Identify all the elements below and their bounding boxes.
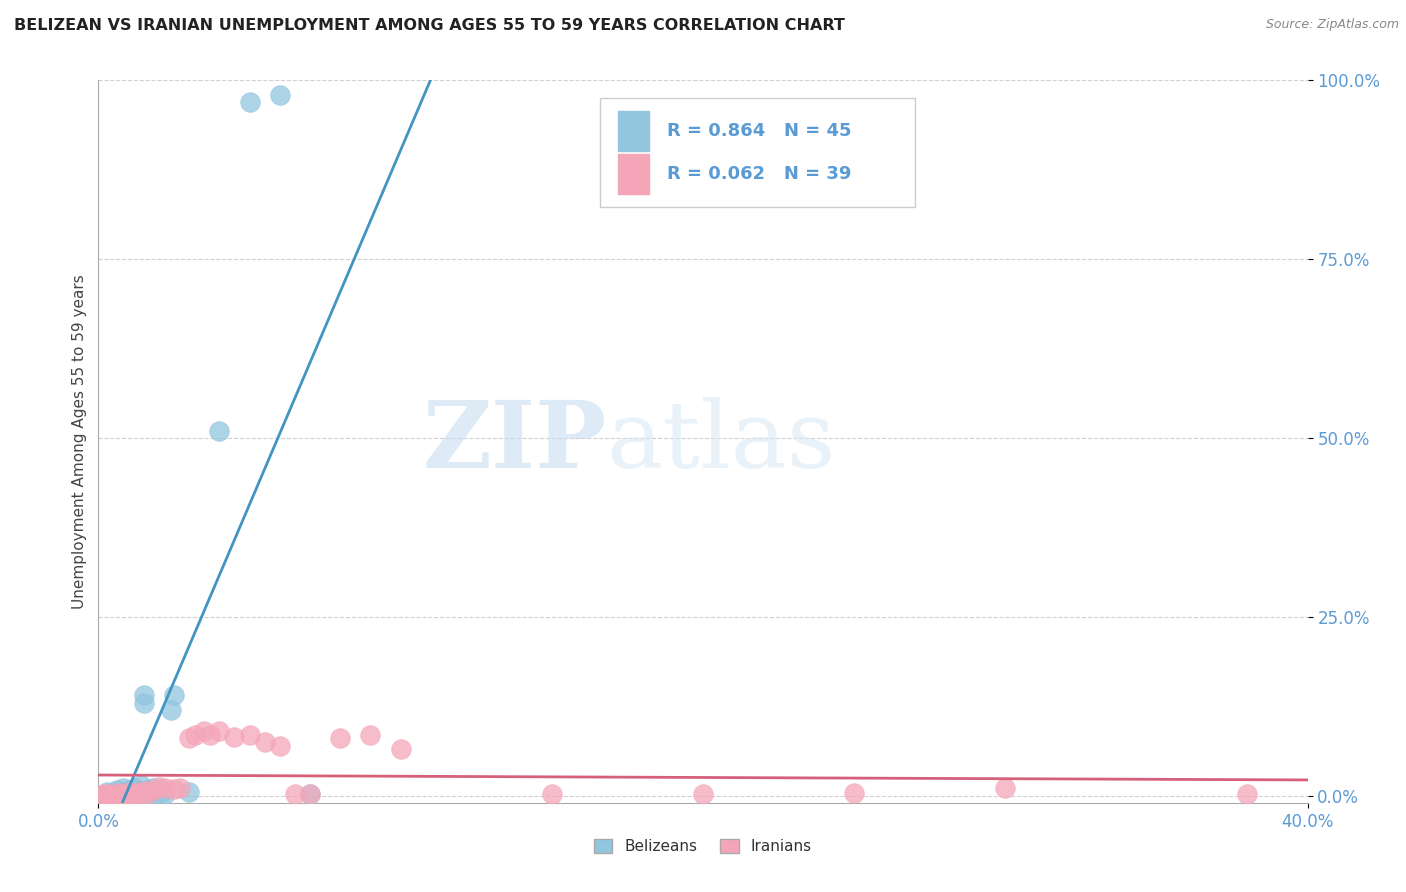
Point — [103, 789, 125, 803]
Point — [108, 787, 131, 801]
Point — [96, 789, 118, 803]
Point — [129, 785, 152, 799]
Point — [329, 731, 352, 746]
Point — [111, 781, 134, 796]
Point — [1236, 787, 1258, 801]
Point — [135, 785, 157, 799]
Point — [118, 783, 141, 797]
Point — [269, 87, 291, 102]
FancyBboxPatch shape — [600, 98, 915, 207]
Point — [540, 787, 562, 801]
Point — [118, 789, 141, 803]
Point — [121, 783, 143, 797]
Point — [239, 728, 262, 742]
Point — [224, 730, 246, 744]
Point — [179, 731, 201, 746]
Point — [105, 786, 128, 800]
Point — [93, 787, 115, 801]
Text: R = 0.062   N = 39: R = 0.062 N = 39 — [666, 165, 851, 183]
Point — [994, 781, 1017, 796]
Point — [179, 785, 201, 799]
Point — [114, 789, 136, 803]
Point — [121, 787, 143, 801]
Point — [129, 778, 152, 792]
Text: Source: ZipAtlas.com: Source: ZipAtlas.com — [1265, 18, 1399, 31]
Point — [135, 783, 157, 797]
Point — [142, 785, 165, 799]
Point — [111, 787, 134, 801]
Point — [299, 787, 322, 801]
Point — [269, 739, 291, 753]
Point — [142, 781, 165, 796]
Point — [139, 783, 162, 797]
Text: BELIZEAN VS IRANIAN UNEMPLOYMENT AMONG AGES 55 TO 59 YEARS CORRELATION CHART: BELIZEAN VS IRANIAN UNEMPLOYMENT AMONG A… — [14, 18, 845, 33]
Point — [692, 787, 714, 801]
Point — [142, 783, 165, 797]
Text: atlas: atlas — [606, 397, 835, 486]
Point — [145, 787, 167, 801]
Text: R = 0.864   N = 45: R = 0.864 N = 45 — [666, 122, 851, 140]
Point — [299, 787, 322, 801]
Point — [108, 785, 131, 799]
Point — [389, 742, 412, 756]
Point — [105, 787, 128, 801]
Bar — [619, 154, 648, 194]
Point — [100, 789, 122, 803]
Point — [118, 785, 141, 799]
Point — [100, 787, 122, 801]
Point — [121, 787, 143, 801]
Point — [160, 703, 183, 717]
Point — [844, 786, 866, 800]
Point — [132, 689, 155, 703]
Point — [127, 789, 149, 803]
Point — [96, 785, 118, 799]
Point — [193, 724, 215, 739]
Point — [163, 689, 186, 703]
Point — [163, 782, 186, 797]
Point — [153, 781, 176, 796]
Legend: Belizeans, Iranians: Belizeans, Iranians — [588, 833, 818, 860]
Point — [124, 785, 146, 799]
Point — [127, 787, 149, 801]
Point — [239, 95, 262, 109]
Point — [87, 789, 110, 803]
Point — [153, 787, 176, 801]
Point — [148, 780, 170, 794]
Point — [124, 786, 146, 800]
Point — [208, 424, 231, 438]
Point — [132, 784, 155, 798]
Point — [148, 783, 170, 797]
Point — [114, 785, 136, 799]
Point — [132, 696, 155, 710]
Point — [169, 780, 191, 795]
Point — [108, 789, 131, 803]
Point — [105, 783, 128, 797]
Point — [184, 728, 207, 742]
Point — [103, 789, 125, 803]
Point — [253, 735, 276, 749]
Point — [96, 787, 118, 801]
Point — [200, 728, 222, 742]
Point — [111, 787, 134, 801]
Point — [360, 728, 382, 742]
Point — [124, 781, 146, 796]
Y-axis label: Unemployment Among Ages 55 to 59 years: Unemployment Among Ages 55 to 59 years — [72, 274, 87, 609]
Point — [208, 724, 231, 739]
Point — [90, 789, 112, 803]
Text: ZIP: ZIP — [422, 397, 606, 486]
Point — [284, 787, 307, 801]
Bar — [619, 111, 648, 151]
Point — [139, 787, 162, 801]
Point — [100, 788, 122, 802]
Point — [93, 789, 115, 803]
Point — [103, 785, 125, 799]
Point — [150, 785, 173, 799]
Point — [114, 789, 136, 803]
Point — [127, 783, 149, 797]
Point — [135, 787, 157, 801]
